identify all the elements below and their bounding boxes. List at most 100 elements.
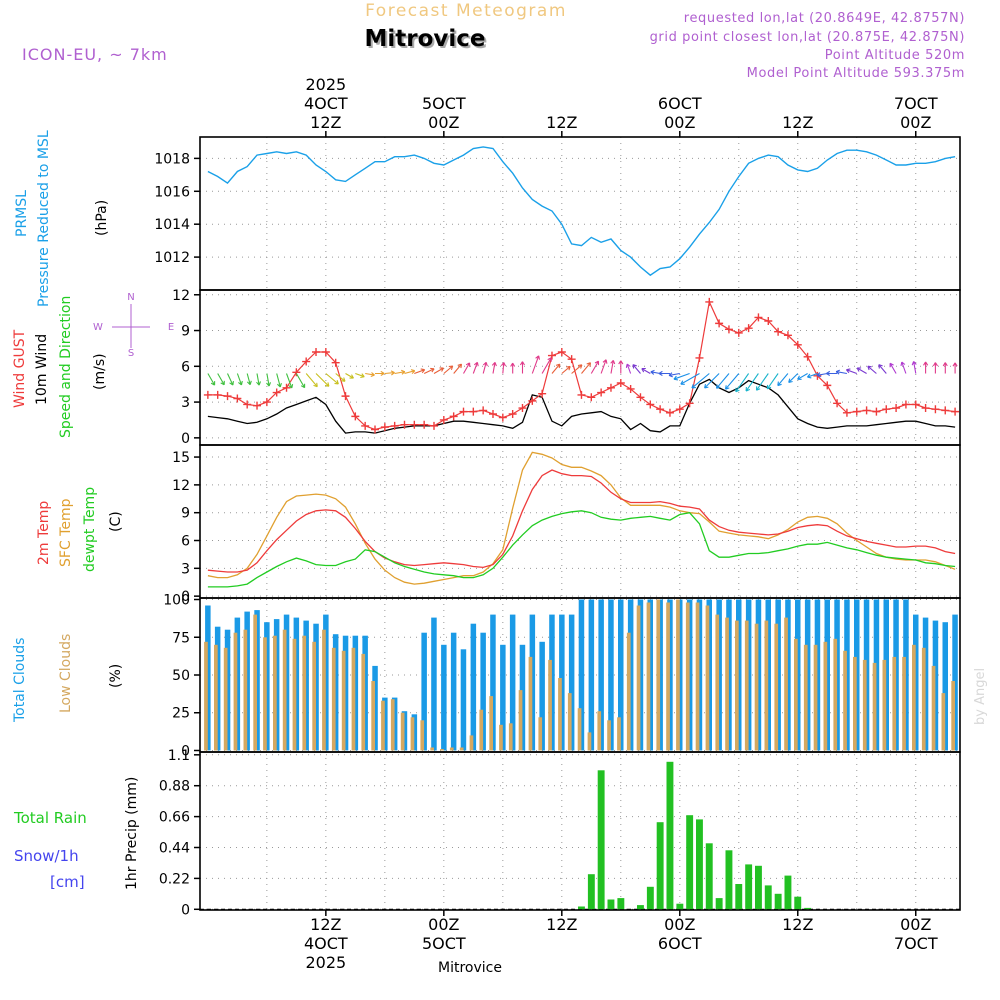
wind-direction-arrow — [952, 362, 958, 374]
wind-gust-marker — [852, 407, 861, 416]
top-time-label: 00Z — [428, 113, 459, 132]
top-time-label: 2025 — [305, 75, 346, 94]
low-cloud-bar — [803, 644, 808, 751]
wind-gust-marker — [626, 384, 635, 393]
total-cloud-bar — [824, 599, 830, 751]
wind-direction-arrow — [668, 372, 680, 378]
y-tick-label: 0.22 — [159, 871, 190, 887]
bottom-time-label: 12Z — [782, 915, 813, 934]
wind-direction-arrow — [867, 365, 877, 374]
rain-bar — [676, 903, 684, 910]
low-cloud-bar — [626, 632, 631, 751]
wind-gust-marker — [636, 393, 645, 402]
low-cloud-bar — [381, 700, 385, 751]
wind-gust-marker — [341, 392, 350, 401]
requested-coords: requested lon,lat (20.8649E, 42.8757N) — [684, 11, 965, 26]
bottom-time-label: 00Z — [664, 915, 695, 934]
y-tick-label: 1.1 — [168, 748, 190, 764]
total-cloud-bar — [529, 614, 536, 751]
wind-direction-arrow — [217, 373, 225, 386]
rain-bar — [578, 906, 585, 910]
wind-gust-marker — [518, 404, 527, 413]
wind-gust-marker — [823, 381, 832, 390]
wind-gust-marker — [587, 393, 596, 402]
total-rain-label: Total Rain — [13, 809, 87, 827]
wind-direction-arrow — [266, 373, 272, 387]
panel-frame — [199, 444, 961, 599]
wind-direction-arrow — [942, 362, 948, 374]
compass-south: S — [128, 348, 134, 359]
location-title: Mitrovice — [364, 26, 485, 52]
low-cloud-bar — [263, 637, 267, 751]
wind-gust-marker — [911, 400, 920, 409]
wind-direction-arrow — [404, 369, 416, 375]
rain-bar — [764, 885, 772, 910]
wind-gust-marker — [665, 408, 674, 417]
wind-gust-marker — [783, 331, 792, 340]
low-cloud-bar — [823, 641, 828, 751]
rain-bar — [637, 905, 644, 910]
total-cloud-bar — [932, 620, 939, 751]
y-tick-label: 15 — [172, 450, 190, 466]
low-cloud-bar — [567, 693, 572, 751]
top-time-label: 00Z — [900, 113, 931, 132]
total-cloud-bar — [873, 599, 880, 751]
wind-gust-marker — [695, 353, 704, 362]
low-cloud-bar — [430, 747, 434, 751]
wind-gust-marker — [931, 405, 940, 414]
snow-unit: [cm] — [50, 873, 85, 891]
snow-label: Snow/1h — [14, 847, 79, 865]
wind-direction-arrow — [673, 372, 690, 381]
wind-gust-marker — [921, 404, 930, 413]
total-cloud-bar — [804, 599, 811, 751]
bottom-time-label: 6OCT — [658, 934, 702, 953]
wind-gust-marker — [243, 400, 252, 409]
y-tick-label: 1018 — [154, 151, 190, 167]
wind-direction-arrow — [766, 373, 779, 390]
low-cloud-bar — [646, 602, 651, 751]
wind-direction-arrow — [745, 373, 759, 392]
top-time-label: 5OCT — [422, 94, 466, 113]
wind-gust-marker — [646, 400, 655, 409]
wind-gust-marker — [842, 408, 851, 417]
wind-direction-arrow — [510, 362, 516, 374]
total-cloud-bar — [382, 697, 388, 751]
wind-direction-arrow — [561, 365, 571, 374]
wind-direction-arrow — [581, 362, 592, 374]
top-time-label: 12Z — [782, 113, 813, 132]
low-cloud-bar — [577, 708, 582, 751]
total-cloud-bar — [293, 617, 300, 751]
watermark: by Angel — [973, 668, 988, 725]
wind-direction-arrow — [285, 373, 294, 389]
y-tick-label: 50 — [172, 668, 190, 684]
rain-bar — [725, 850, 733, 910]
panel-frame — [199, 289, 961, 446]
low-cloud-bar — [204, 641, 208, 751]
compass-north: N — [127, 292, 134, 303]
total-cloud-bar — [578, 599, 585, 751]
wind-direction-arrow — [777, 373, 789, 387]
low-cloud-bar — [882, 659, 887, 751]
location-title-shadow: Mitrovice — [366, 28, 487, 54]
low-cloud-bar — [764, 620, 769, 751]
rain-bar — [804, 907, 812, 910]
t2m-label: 2m Temp — [36, 501, 52, 565]
wind-direction-arrow — [541, 357, 552, 374]
rain-bar — [715, 898, 723, 910]
wind-direction-arrow — [463, 362, 471, 374]
wind-gust-marker — [479, 406, 488, 415]
wind-direction-arrow — [531, 355, 541, 374]
wind-direction-arrow — [394, 369, 406, 375]
wind-speed-dir-label: Speed and Direction — [58, 296, 74, 438]
low-cloud-bar — [607, 720, 611, 751]
total-cloud-bar — [205, 605, 211, 751]
total-cloud-bar — [952, 614, 958, 751]
total-cloud-bar — [342, 635, 349, 751]
wind-direction-arrow — [375, 370, 385, 376]
low-cloud-bar — [253, 614, 257, 751]
point-altitude: Point Altitude 520m — [825, 48, 965, 63]
total-cloud-bar — [254, 610, 260, 751]
wind-direction-arrow — [246, 373, 252, 386]
prmsl-label: PRMSL — [14, 190, 30, 237]
